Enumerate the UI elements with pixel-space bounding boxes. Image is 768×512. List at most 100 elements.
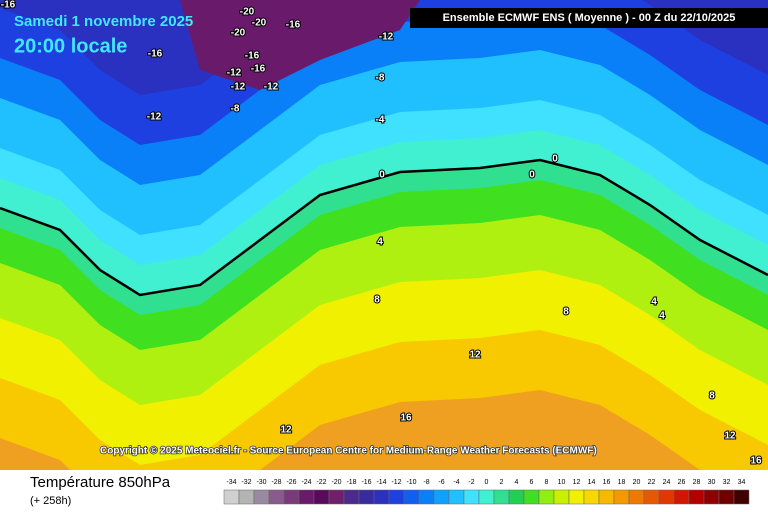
legend-label: 20	[633, 479, 641, 486]
legend-label: 32	[723, 479, 731, 486]
legend-swatch	[583, 489, 600, 505]
contour-label: -12	[227, 68, 242, 79]
contour-label: -16	[148, 49, 163, 60]
legend-swatch	[718, 489, 735, 505]
legend-swatch	[538, 489, 555, 505]
contour-label: -20	[252, 18, 267, 29]
legend-swatch	[598, 489, 615, 505]
legend-label: -10	[406, 479, 416, 486]
contour-label: 12	[724, 431, 736, 442]
contour-label: 0	[529, 170, 535, 181]
legend-label: -14	[376, 479, 386, 486]
contour-label: -16	[251, 64, 266, 75]
legend-swatch	[418, 489, 435, 505]
legend-swatch	[403, 489, 420, 505]
footer-lead: (+ 258h)	[30, 495, 71, 507]
zero-isotherm	[0, 158, 768, 297]
legend-swatch	[613, 489, 630, 505]
legend-label: -20	[331, 479, 341, 486]
legend-label: 30	[708, 479, 716, 486]
copyright: Copyright © 2025 Meteociel.fr - Source E…	[100, 446, 597, 457]
legend-label: -22	[316, 479, 326, 486]
legend-label: -26	[286, 479, 296, 486]
legend-label: 8	[545, 479, 549, 486]
legend-label: 16	[603, 479, 611, 486]
legend-swatch	[313, 489, 330, 505]
legend-label: -34	[226, 479, 236, 486]
legend-swatch	[703, 489, 720, 505]
contour-label: -12	[147, 112, 162, 123]
contour-label: -8	[376, 73, 385, 84]
legend-swatch	[268, 489, 285, 505]
legend-label: 10	[558, 479, 566, 486]
legend-swatch	[643, 489, 660, 505]
legend-label: -2	[468, 479, 474, 486]
legend-label: 28	[693, 479, 701, 486]
footer-title: Température 850hPa	[30, 474, 171, 491]
legend-label: -16	[361, 479, 371, 486]
legend: -34 -32 -30 -28 -26 -24 -22 -20 -18 -16 -14 -12 -10-…	[223, 479, 750, 505]
contour-label: 0	[552, 154, 558, 165]
model-info: Ensemble ECMWF ENS ( Moyenne ) - 00 Z du…	[443, 12, 736, 24]
legend-label: 2	[500, 479, 504, 486]
contour-label: -16	[286, 20, 301, 31]
contour-label: 12	[469, 350, 481, 361]
legend-swatch	[283, 489, 300, 505]
time: 20:00 locale	[14, 35, 127, 57]
legend-swatch	[433, 489, 450, 505]
legend-swatch	[388, 489, 405, 505]
date: Samedi 1 novembre 2025	[14, 13, 193, 30]
legend-label: 34	[738, 479, 746, 486]
contour-label: 8	[374, 295, 380, 306]
legend-swatch	[373, 489, 390, 505]
contour-label: -12	[264, 82, 279, 93]
legend-label: -24	[301, 479, 311, 486]
legend-swatch	[328, 489, 345, 505]
contour-label: 16	[400, 413, 412, 424]
legend-label: 22	[648, 479, 656, 486]
model-box	[410, 8, 768, 28]
legend-label: -4	[453, 479, 459, 486]
legend-label: 26	[678, 479, 686, 486]
contour-label: 8	[563, 307, 569, 318]
contour-label: 0	[379, 170, 385, 181]
contour-label: -16	[1, 0, 16, 11]
legend-swatch	[223, 489, 240, 505]
contour-label: 16	[750, 456, 762, 467]
contour-label: 4	[377, 237, 383, 248]
legend-label: 6	[530, 479, 534, 486]
legend-swatch	[298, 489, 315, 505]
legend-label: 24	[663, 479, 671, 486]
legend-swatch	[658, 489, 675, 505]
contour-label: 4	[651, 297, 657, 308]
legend-swatch	[553, 489, 570, 505]
contour-label: -20	[231, 28, 246, 39]
contour-label: -12	[231, 82, 246, 93]
legend-label: 12	[573, 479, 581, 486]
legend-swatch	[688, 489, 705, 505]
contour-label: -12	[379, 32, 394, 43]
legend-label: 4	[515, 479, 519, 486]
legend-swatch	[493, 489, 510, 505]
legend-swatch	[628, 489, 645, 505]
legend-label: -32	[241, 479, 251, 486]
contour-labels: -16-20-20-20-16-12-16-16-16-12-12 -12-8-8…	[0, 0, 763, 468]
legend-label: -28	[271, 479, 281, 486]
legend-label: -30	[256, 479, 266, 486]
contour-label: -16	[245, 51, 260, 62]
legend-swatch	[733, 489, 750, 505]
legend-swatch	[673, 489, 690, 505]
legend-swatch	[358, 489, 375, 505]
contour-label: 12	[280, 425, 292, 436]
contour-label: 4	[659, 311, 665, 322]
legend-label: 18	[618, 479, 626, 486]
contour-label: 8	[709, 391, 715, 402]
legend-swatch	[343, 489, 360, 505]
legend-swatch	[568, 489, 585, 505]
legend-swatch	[508, 489, 525, 505]
legend-label: 14	[588, 479, 596, 486]
legend-label: -12	[391, 479, 401, 486]
legend-swatch	[253, 489, 270, 505]
